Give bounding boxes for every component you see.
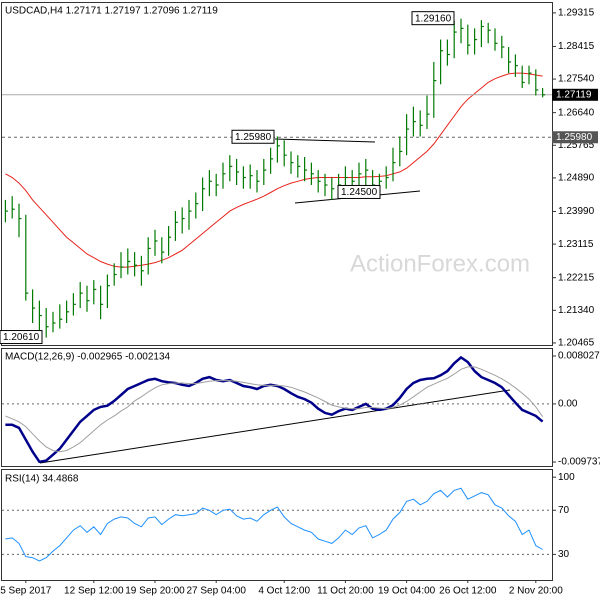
- annotation-label: 1.24500: [341, 187, 378, 198]
- y-tick-label: 0.00: [558, 399, 578, 410]
- trend-line: [274, 138, 376, 143]
- level-box: [552, 131, 598, 144]
- y-tick-label: 1.21340: [558, 305, 595, 316]
- macd-title: MACD(12,26,9) -0.002965 -0.002134: [5, 352, 171, 363]
- y-tick-label: 1.26640: [558, 107, 595, 118]
- x-tick-label: 19 Sep 20:00: [125, 586, 185, 597]
- price-title: USDCAD,H4 1.27171 1.27197 1.27096 1.2711…: [5, 6, 218, 17]
- x-tick-label: 12 Sep 12:00: [64, 586, 124, 597]
- macd-pane: [1, 348, 553, 467]
- y-tick-label: 1.22215: [558, 272, 595, 283]
- level-label: 1.25980: [556, 132, 593, 143]
- y-tick-label: 100: [558, 472, 575, 483]
- moving-average: [5, 72, 543, 268]
- x-tick-label: 5 Sep 2017: [0, 586, 52, 597]
- x-tick-label: 2 Nov 20:00: [509, 586, 563, 597]
- y-tick-label: 1.29315: [558, 8, 595, 19]
- annotation-box: [337, 184, 381, 199]
- watermark: ActionForex.com: [350, 250, 530, 277]
- y-tick-label: 30: [558, 549, 570, 560]
- y-tick-label: 70: [558, 505, 570, 516]
- x-tick-label: 19 Oct 04:00: [378, 586, 436, 597]
- series-line: [5, 366, 544, 453]
- annotation-box: [231, 129, 275, 144]
- rsi-pane: [1, 469, 553, 581]
- last-price-box: [552, 88, 598, 101]
- y-tick-label: 1.23990: [558, 206, 595, 217]
- y-tick-label: 1.24890: [558, 173, 595, 184]
- price-pane: [1, 2, 553, 346]
- annotation-box: [0, 330, 43, 345]
- annotation-box: [411, 11, 455, 26]
- annotation-label: 1.25980: [235, 132, 272, 143]
- trend-line: [39, 389, 511, 464]
- last-price-label: 1.27119: [556, 89, 592, 100]
- y-tick-label: 1.27540: [558, 74, 595, 85]
- y-tick-label: 1.28415: [558, 41, 595, 52]
- series-line: [5, 487, 543, 562]
- x-tick-label: 26 Oct 12:00: [439, 586, 497, 597]
- y-tick-label: 0.008027: [558, 351, 600, 362]
- x-tick-label: 11 Oct 20:00: [317, 586, 374, 597]
- x-tick-label: 27 Sep 04:00: [186, 586, 246, 597]
- annotation-label: 1.29160: [415, 13, 452, 24]
- y-tick-label: -0.009737: [558, 457, 600, 468]
- rsi-title: RSI(14) 34.4868: [5, 474, 79, 485]
- y-tick-label: 1.23115: [558, 239, 594, 250]
- y-tick-label: 1.20465: [558, 338, 595, 349]
- annotation-label: 1.20610: [3, 332, 40, 343]
- y-tick-label: 1.25765: [558, 140, 595, 151]
- x-tick-label: 4 Oct 12:00: [258, 586, 310, 597]
- series-line: [5, 355, 544, 464]
